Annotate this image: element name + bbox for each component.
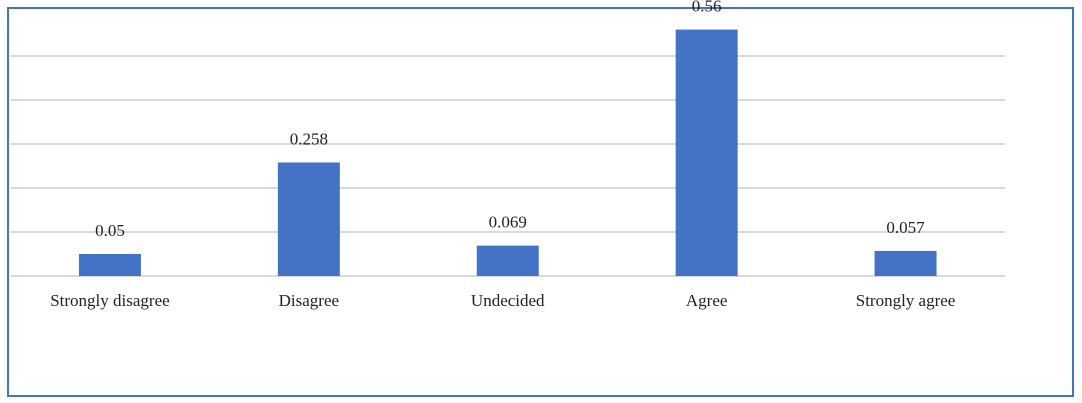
x-tick-label: Strongly disagree (50, 291, 169, 310)
bar (78, 254, 141, 276)
x-tick-label: Disagree (279, 291, 339, 310)
bar (675, 29, 738, 276)
bar (277, 162, 340, 276)
x-tick-label: Strongly agree (856, 291, 956, 310)
data-label: 0.05 (95, 221, 125, 240)
data-label: 0.057 (886, 218, 925, 237)
bar (874, 250, 937, 276)
data-label: 0.069 (489, 213, 527, 232)
x-tick-label: Agree (686, 291, 728, 310)
bar (476, 245, 539, 276)
data-label: 0.56 (692, 0, 722, 16)
x-tick-label: Undecided (471, 291, 545, 310)
chart-border (7, 7, 1074, 397)
data-label: 0.258 (290, 129, 328, 148)
